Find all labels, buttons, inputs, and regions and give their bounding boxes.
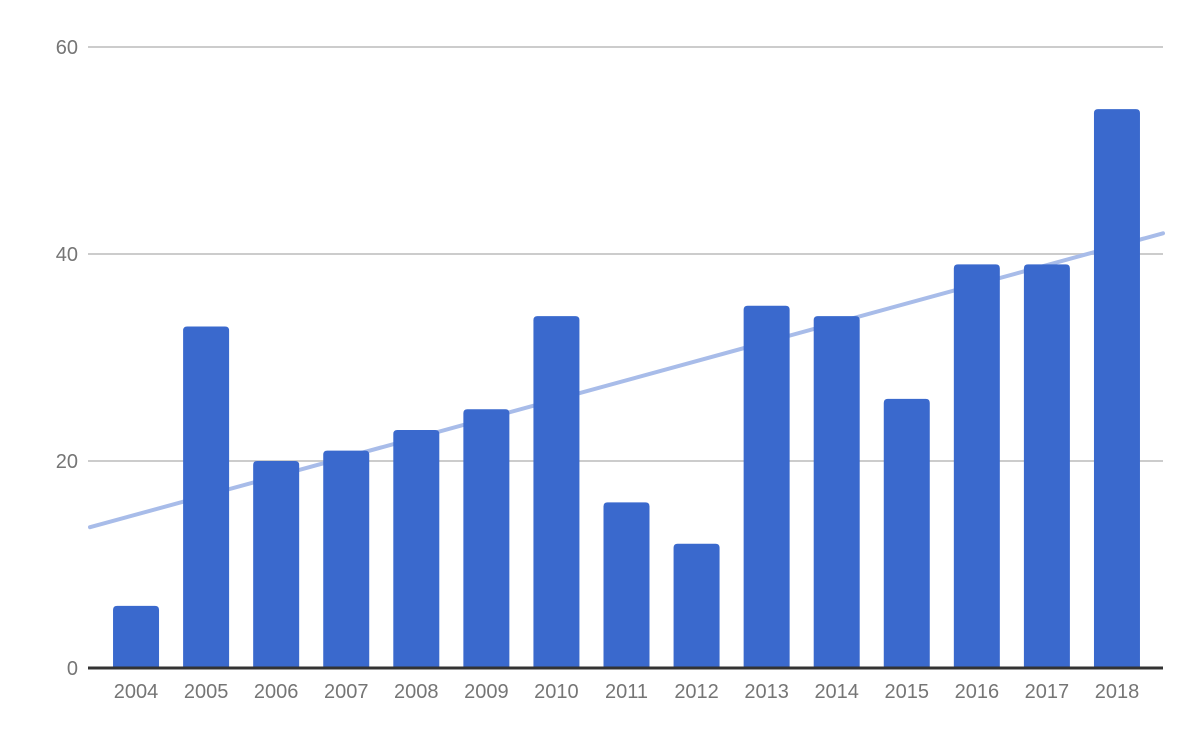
x-tick-label-2013: 2013 — [744, 681, 789, 703]
y-tick-label-40: 40 — [56, 244, 78, 266]
x-tick-label-2017: 2017 — [1025, 681, 1070, 703]
x-tick-label-2007: 2007 — [324, 681, 369, 703]
bar-2004 — [113, 605, 160, 668]
trendline — [88, 231, 1165, 530]
bar-2014 — [813, 316, 860, 668]
x-tick-label-2006: 2006 — [254, 681, 299, 703]
x-tick-label-2016: 2016 — [955, 681, 1000, 703]
bar-2008 — [393, 429, 440, 668]
x-tick-label-2010: 2010 — [534, 681, 579, 703]
bar-2013 — [743, 305, 790, 668]
bar-2018 — [1093, 109, 1140, 669]
x-tick-label-2018: 2018 — [1095, 681, 1140, 703]
bar-2016 — [953, 264, 1000, 668]
bar-2010 — [533, 316, 580, 668]
y-tick-label-20: 20 — [56, 451, 78, 473]
bar-2011 — [603, 502, 650, 668]
x-tick-label-2009: 2009 — [464, 681, 509, 703]
bar-2007 — [323, 450, 370, 668]
bar-2009 — [463, 409, 510, 668]
x-tick-label-2008: 2008 — [394, 681, 439, 703]
x-tick-label-2012: 2012 — [674, 681, 719, 703]
x-tick-label-2011: 2011 — [605, 681, 648, 703]
bar-2017 — [1023, 264, 1070, 668]
bar-2006 — [253, 461, 300, 668]
y-tick-label-60: 60 — [56, 37, 78, 59]
y-tick-label-0: 0 — [67, 658, 78, 680]
bar-2005 — [183, 326, 230, 668]
x-tick-label-2014: 2014 — [814, 681, 859, 703]
x-tick-label-2004: 2004 — [114, 681, 159, 703]
x-tick-label-2005: 2005 — [184, 681, 229, 703]
x-tick-label-2015: 2015 — [885, 681, 930, 703]
bar-2012 — [673, 543, 720, 668]
bar-2015 — [883, 398, 930, 668]
